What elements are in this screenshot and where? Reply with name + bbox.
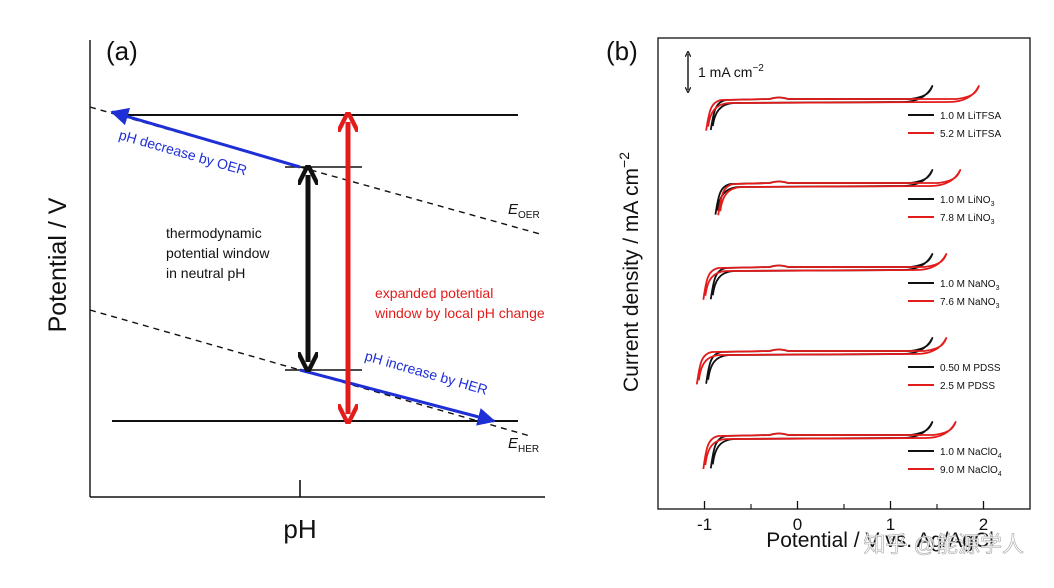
expanded-text-line-1: expanded potential	[375, 285, 493, 301]
cv-trace-lino3-high	[717, 169, 962, 216]
panel-b-ylabel: Current density / mA cm−2	[616, 152, 643, 392]
legend-label: 9.0 M NaClO4	[940, 465, 1002, 478]
x-tick-label: 1	[886, 515, 895, 534]
legend-label: 1.0 M NaNO3	[940, 279, 1000, 292]
e-her-line-left	[89, 309, 301, 371]
cv-trace-nano3-high	[702, 253, 948, 300]
panel-a-xlabel: pH	[283, 514, 316, 544]
e-her-label: EHER	[508, 435, 539, 455]
cv-trace-pdss-high	[695, 337, 948, 385]
her-ph-increase-arrow	[299, 368, 496, 426]
cv-trace-naclo4-high	[702, 421, 957, 470]
panel-b-cv-traces	[695, 85, 980, 470]
e-oer-label: EOER	[508, 201, 540, 221]
window-text-line-3: in neutral pH	[166, 265, 245, 281]
legend-label: 0.50 M PDSS	[940, 363, 1001, 374]
panel-b-xlabel: Potential / V vs. Ag/AgCl	[766, 529, 994, 552]
panel-b-legends: 1.0 M LiTFSA 5.2 M LiTFSA 1.0 M LiNO3 7.8 M…	[908, 111, 1002, 478]
window-text-line-1: thermodynamic	[166, 225, 262, 241]
cv-trace-naclo4-low	[709, 421, 934, 469]
legend-label: 7.8 M LiNO3	[940, 213, 995, 226]
cv-trace-litfsa-low	[709, 85, 934, 131]
panel-b: (b) Current density / mA cm−2 Potential …	[606, 36, 1031, 552]
legend-label: 2.5 M PDSS	[940, 381, 995, 392]
panel-a-label: (a)	[106, 36, 138, 66]
panel-a-ylabel: Potential / V	[44, 197, 72, 332]
panel-b-label: (b)	[606, 36, 638, 66]
scale-bar-label: 1 mA cm−2	[698, 63, 764, 80]
watermark: 知乎 @能源学人	[864, 532, 1024, 557]
cv-trace-litfsa-high	[705, 85, 980, 131]
cv-trace-pdss-low	[705, 337, 934, 384]
legend-label: 1.0 M NaClO4	[940, 447, 1002, 460]
legend-label: 5.2 M LiTFSA	[940, 129, 1001, 140]
e-oer-line-right	[299, 166, 541, 235]
cv-trace-lino3-low	[714, 169, 934, 215]
cv-trace-nano3-low	[709, 253, 934, 300]
oer-ph-decrease-arrow	[110, 107, 301, 169]
x-tick-label: 2	[979, 515, 988, 534]
expanded-text-line-2: window by local pH change	[374, 305, 545, 321]
legend-label: 1.0 M LiNO3	[940, 195, 995, 208]
x-tick-label: 0	[793, 515, 802, 534]
panel-b-x-ticks: -1 0 1 2	[697, 501, 988, 534]
panel-a: (a) pH Potential / V EOER EHER pH decrea…	[44, 36, 545, 544]
legend-label: 1.0 M LiTFSA	[940, 111, 1001, 122]
x-tick-label: -1	[697, 515, 712, 534]
window-text-line-2: potential window	[166, 245, 270, 261]
legend-label: 7.6 M NaNO3	[940, 297, 1000, 310]
